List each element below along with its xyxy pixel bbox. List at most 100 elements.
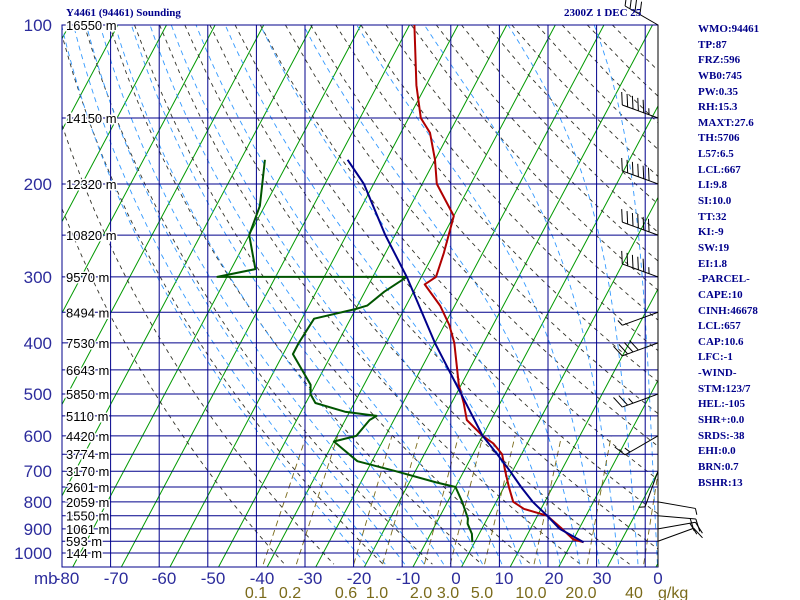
dry-adiabat-line — [285, 25, 658, 447]
moist-adiabat-line — [62, 25, 367, 565]
index-item: -PARCEL- — [698, 273, 750, 286]
wind-barb-flag — [642, 216, 645, 230]
dry-adiabat-line — [83, 25, 433, 565]
wind-barb-half-flag — [628, 398, 634, 404]
height-level-label: 4420 m — [66, 429, 109, 444]
index-item: LI:9.8 — [698, 179, 728, 192]
dry-adiabat-line — [435, 25, 658, 262]
wind-barb-staff — [644, 471, 659, 508]
wind-barb — [613, 393, 659, 408]
pressure-tick-label: 400 — [24, 334, 52, 353]
isotherm-line — [62, 25, 70, 40]
wind-barb-flag — [614, 446, 626, 456]
moist-adiabat-line — [224, 25, 542, 565]
dry-adiabat-line — [410, 25, 658, 291]
isotherm-line — [169, 25, 459, 567]
wind-barb-flag — [637, 256, 639, 270]
wind-barb — [657, 521, 703, 535]
moist-adiabat-line — [130, 25, 464, 565]
index-item: TP:87 — [698, 38, 727, 51]
wind-barb-staff — [622, 342, 659, 357]
wind-barb — [621, 209, 659, 236]
parcel-line — [346, 159, 585, 544]
mixing-ratio-label: 1.0 — [366, 585, 388, 600]
wind-barb-half-flag — [624, 447, 631, 453]
wind-barb-flag — [647, 218, 650, 232]
pressure-tick-label: 100 — [24, 16, 52, 35]
wind-barb — [621, 250, 659, 278]
wind-barb-staff — [657, 501, 696, 509]
temperature-tick-label: -20 — [347, 569, 372, 588]
mixing-ratio-line — [382, 435, 420, 565]
mixing-ratio-label: 3.0 — [437, 585, 459, 600]
isotherm-line — [558, 379, 658, 567]
dry-adiabat-line — [62, 207, 285, 565]
index-item: BSHR:13 — [698, 476, 743, 489]
wind-barb-half-flag — [694, 508, 698, 515]
height-level-label: 593 m — [66, 534, 102, 549]
wind-barb-flag — [629, 340, 639, 351]
moist-adiabat-line — [114, 25, 444, 565]
wind-barb-flag — [689, 518, 695, 532]
sounding-datetime: 2300Z 1 DEC 25 — [564, 7, 642, 19]
height-level-label: 1550 m — [66, 509, 109, 524]
temperature-tick-label: -60 — [152, 569, 177, 588]
wind-barb-staff — [622, 311, 659, 326]
wind-barb-flag — [618, 395, 629, 406]
dry-adiabat-line — [108, 25, 482, 565]
index-item: WB0:745 — [698, 69, 742, 82]
wind-barb-flag — [621, 157, 623, 171]
index-item: TT:32 — [698, 210, 727, 223]
wind-barb-column — [613, 0, 703, 567]
mixing-ratio-label: 20.0 — [565, 585, 596, 600]
wind-barb-staff — [624, 435, 659, 456]
wind-barb — [613, 340, 659, 357]
index-item: WMO:94461 — [698, 23, 760, 35]
wind-barb — [621, 91, 659, 119]
mixing-ratio-line — [643, 470, 658, 565]
dry-adiabat-line — [134, 25, 532, 565]
pressure-tick-label: 1000 — [14, 544, 52, 563]
height-level-label: 2059 m — [66, 495, 109, 510]
temperature-tick-label: -70 — [104, 569, 129, 588]
pressure-tick-label: 300 — [24, 268, 52, 287]
isotherm-line — [606, 470, 658, 567]
mixing-ratio-unit: g/kg — [658, 585, 688, 600]
height-level-label: 6643 m — [66, 363, 109, 378]
temperature-tick-label: 20 — [545, 569, 564, 588]
wind-barb-staff — [657, 515, 696, 520]
pressure-tick-label: 600 — [24, 427, 52, 446]
pressure-tick-label: 700 — [24, 462, 52, 481]
isotherm-line — [62, 25, 119, 132]
mixing-ratio-line — [353, 435, 393, 565]
temperature-line — [413, 25, 584, 544]
moist-adiabat-line — [85, 25, 406, 565]
wind-barb-staff — [622, 393, 659, 408]
moist-adiabat-line — [507, 25, 639, 565]
index-item: FRZ:596 — [698, 54, 741, 67]
sounding-title: Y4461 (94461) Sounding — [66, 7, 181, 19]
index-item: KI:-9 — [698, 226, 724, 239]
index-item: RH:15.3 — [698, 101, 738, 114]
dry-adiabat-line — [62, 33, 384, 565]
temperature-tick-label: 10 — [495, 569, 514, 588]
pressure-tick-label: 900 — [24, 520, 52, 539]
moist-adiabat-line — [195, 25, 522, 565]
moist-adiabat-line — [424, 25, 620, 565]
pressure-unit-label: mb — [34, 569, 58, 588]
dry-adiabat-line — [259, 25, 658, 481]
index-item: TH:5706 — [698, 132, 740, 145]
index-item: PW:0.35 — [698, 85, 739, 98]
wind-barb-flag — [639, 1, 643, 15]
temperature-tick-label: -40 — [250, 569, 275, 588]
mixing-ratio-line — [449, 435, 484, 565]
moist-adiabat-line — [99, 25, 425, 565]
index-item: LCL:667 — [698, 163, 741, 176]
dry-adiabat-line — [184, 25, 630, 565]
wind-barb-flag — [637, 163, 639, 177]
index-item: STM:123/7 — [698, 382, 751, 395]
wind-barb-flag — [642, 165, 645, 179]
